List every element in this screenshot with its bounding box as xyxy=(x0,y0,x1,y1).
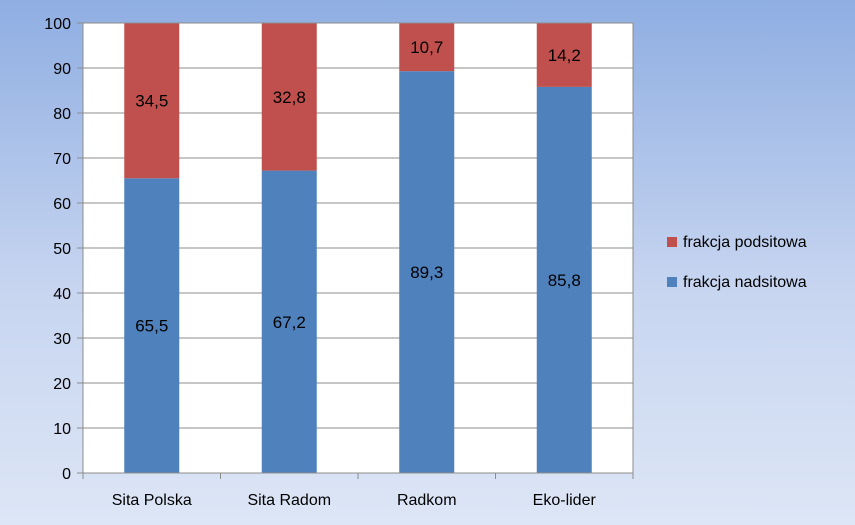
bar-segment xyxy=(536,23,592,87)
bar-segment xyxy=(399,23,455,72)
bar-segment xyxy=(124,178,180,473)
y-tick-label: 60 xyxy=(53,196,71,213)
bar-segment xyxy=(261,170,317,473)
y-tick-label: 30 xyxy=(53,331,71,348)
data-label: 85,8 xyxy=(548,271,581,290)
y-tick-label: 40 xyxy=(53,286,71,303)
y-tick-label: 100 xyxy=(44,16,71,33)
x-tick-label: Sita Polska xyxy=(112,492,192,509)
data-label: 67,2 xyxy=(273,313,306,332)
bar-segment xyxy=(536,86,592,474)
x-tick-label: Radkom xyxy=(397,492,457,509)
data-label: 89,3 xyxy=(410,263,443,282)
data-label: 14,2 xyxy=(548,46,581,65)
y-tick-label: 90 xyxy=(53,61,71,78)
data-label: 32,8 xyxy=(273,88,306,107)
data-label: 65,5 xyxy=(135,317,168,336)
legend-swatch xyxy=(667,237,677,247)
y-tick-label: 0 xyxy=(62,466,71,483)
legend-swatch xyxy=(667,277,677,287)
legend-label: frakcja nadsitowa xyxy=(683,274,807,291)
y-tick-label: 80 xyxy=(53,106,71,123)
bar-segment xyxy=(399,71,455,474)
legend-label: frakcja podsitowa xyxy=(683,234,807,251)
y-tick-label: 50 xyxy=(53,241,71,258)
y-tick-label: 70 xyxy=(53,151,71,168)
y-tick-label: 20 xyxy=(53,376,71,393)
y-tick-label: 10 xyxy=(53,421,71,438)
x-tick-label: Eko-lider xyxy=(533,492,597,509)
data-label: 10,7 xyxy=(410,38,443,57)
x-tick-label: Sita Radom xyxy=(247,492,331,509)
data-label: 34,5 xyxy=(135,92,168,111)
bar-segment xyxy=(124,23,180,179)
bar-segment xyxy=(261,23,317,171)
